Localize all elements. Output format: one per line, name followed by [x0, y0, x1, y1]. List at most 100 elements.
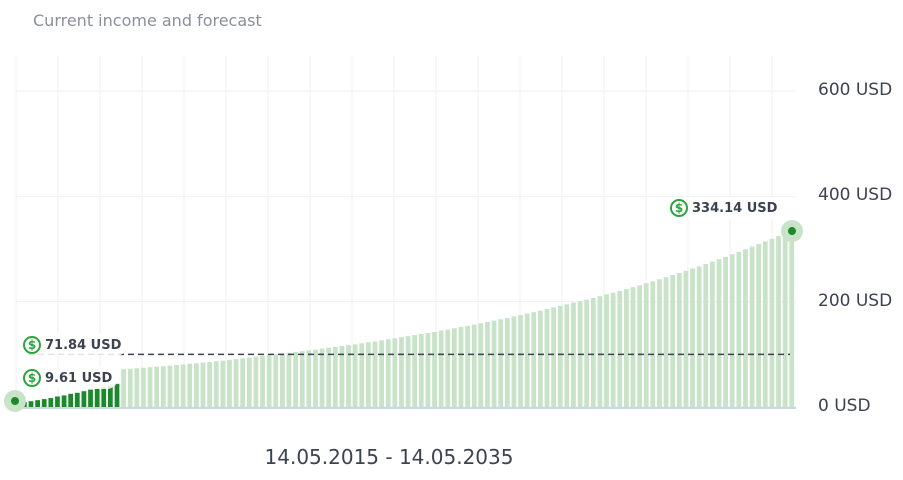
bar-forecast	[538, 310, 543, 407]
current-value-callout: $ 9.61 USD	[21, 367, 119, 389]
bar-forecast	[200, 362, 206, 407]
bar-forecast	[610, 292, 616, 407]
bar-forecast	[174, 365, 179, 407]
bar-forecast	[782, 233, 788, 407]
bar-forecast	[452, 328, 457, 407]
bar-forecast	[293, 351, 298, 407]
bar-forecast	[749, 246, 755, 407]
bar-forecast	[729, 254, 735, 407]
bar-forecast	[531, 312, 537, 407]
bar-forecast	[160, 366, 166, 407]
bar-current	[108, 385, 113, 407]
dollar-cycle-icon: $	[23, 336, 41, 354]
bar-forecast	[233, 359, 239, 407]
bar-forecast	[127, 368, 133, 407]
bar-forecast	[372, 341, 378, 407]
bar-forecast	[445, 329, 451, 407]
bar-forecast	[643, 283, 649, 407]
bar-current	[61, 395, 67, 407]
bar-forecast	[465, 325, 470, 407]
bar-forecast	[511, 316, 517, 407]
bar-forecast	[663, 277, 669, 407]
bar-forecast	[425, 333, 431, 407]
bar-current	[35, 400, 40, 407]
bar-forecast	[590, 297, 596, 407]
dollar-cycle-icon: $	[23, 369, 41, 387]
bar-forecast	[412, 335, 418, 407]
bar-forecast	[432, 331, 437, 407]
bar-forecast	[498, 319, 504, 407]
end-marker	[788, 227, 796, 236]
bar-current	[88, 389, 93, 407]
bar-forecast	[319, 348, 325, 407]
bar-forecast	[564, 304, 570, 407]
bar-forecast	[670, 275, 676, 407]
end-value-label: 334.14 USD	[692, 200, 778, 216]
bar-current	[68, 393, 74, 407]
bar-current	[81, 391, 87, 407]
bar-forecast	[286, 352, 292, 407]
bar-forecast	[399, 337, 404, 407]
bar-forecast	[716, 259, 722, 407]
bar-forecast	[518, 315, 523, 407]
bar-forecast	[676, 272, 682, 407]
bar-forecast	[756, 244, 762, 407]
bar-forecast	[743, 249, 748, 407]
bar-forecast	[313, 349, 318, 407]
bar-forecast	[723, 256, 728, 407]
bar-forecast	[630, 287, 636, 407]
y-tick-label: 0 USD	[818, 396, 871, 416]
bar-forecast	[690, 268, 695, 407]
bar-current	[114, 383, 120, 407]
bar-forecast	[306, 350, 312, 407]
bar-forecast	[604, 294, 609, 407]
bar-forecast	[471, 324, 477, 407]
bar-forecast	[260, 355, 265, 407]
bar-forecast	[438, 330, 444, 407]
bar-forecast	[696, 266, 702, 407]
target-value-callout: $ 71.84 USD	[21, 334, 128, 356]
bar-forecast	[141, 367, 146, 407]
bar-forecast	[326, 347, 332, 407]
dollar-cycle-icon: $	[670, 199, 688, 217]
bar-current	[74, 392, 80, 407]
bar-forecast	[617, 290, 623, 407]
bar-forecast	[657, 279, 662, 407]
bar-forecast	[180, 364, 186, 407]
bar-forecast	[167, 365, 173, 407]
bar-forecast	[762, 241, 768, 407]
bar-forecast	[485, 321, 490, 407]
current-value-label: 9.61 USD	[45, 370, 113, 386]
bar-forecast	[366, 342, 371, 407]
target-value-label: 71.84 USD	[45, 337, 122, 353]
bar-forecast	[220, 360, 226, 407]
bar-forecast	[478, 323, 484, 407]
bar-current	[48, 398, 54, 407]
bar-forecast	[703, 264, 709, 407]
start-marker	[11, 397, 19, 405]
bar-forecast	[504, 317, 510, 407]
bar-forecast	[352, 344, 358, 407]
bar-series	[22, 231, 795, 407]
bar-forecast	[392, 338, 398, 407]
bar-current	[101, 386, 107, 407]
bar-forecast	[346, 345, 351, 407]
bar-forecast	[789, 231, 795, 407]
bar-forecast	[194, 363, 199, 407]
y-tick-label: 400 USD	[818, 185, 893, 206]
bar-forecast	[134, 368, 140, 407]
bar-forecast	[524, 313, 530, 407]
bar-forecast	[458, 326, 464, 407]
bar-forecast	[584, 299, 590, 407]
bar-forecast	[253, 356, 259, 407]
bar-forecast	[359, 343, 365, 407]
bar-forecast	[240, 358, 246, 407]
bar-forecast	[637, 285, 642, 407]
bar-forecast	[624, 289, 629, 407]
bar-forecast	[769, 238, 775, 407]
date-range: 14.05.2015 - 14.05.2035	[264, 445, 514, 469]
bar-current	[41, 399, 47, 407]
bar-forecast	[551, 307, 556, 407]
bar-forecast	[207, 361, 212, 407]
bar-forecast	[121, 369, 126, 407]
